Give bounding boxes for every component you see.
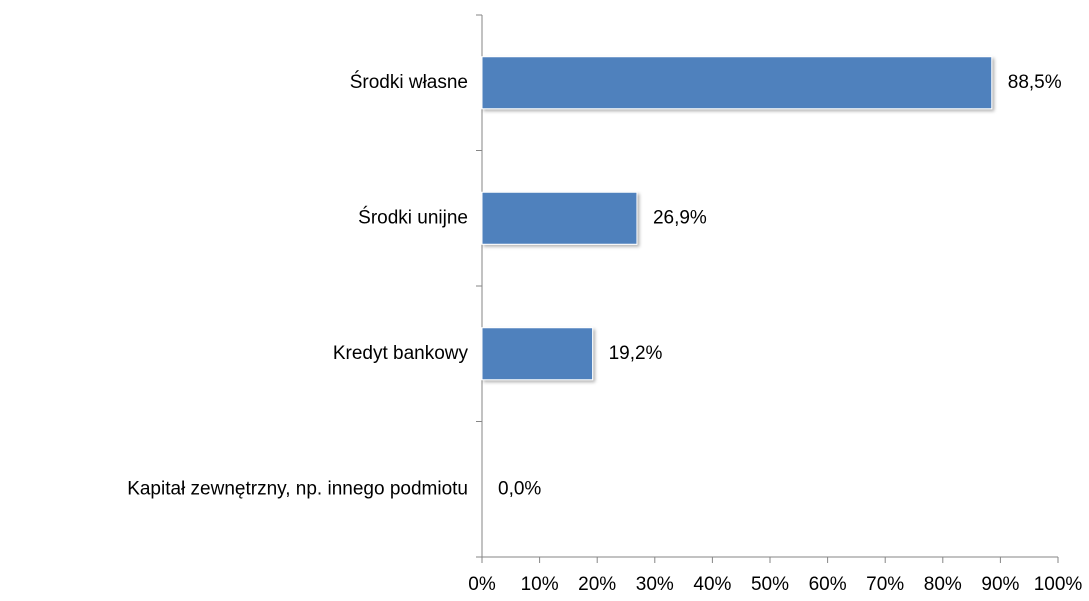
category-label: Środki unijne [358,206,468,228]
x-tick-label: 100% [1034,574,1083,595]
x-tick-label: 50% [751,574,789,595]
x-tick-label: 90% [981,574,1019,595]
bar [481,56,993,110]
x-tick-label: 60% [809,574,847,595]
value-label: 26,9% [653,207,707,228]
x-tick-label: 0% [468,574,496,595]
bar [481,327,594,381]
category-label: Kredyt bankowy [333,343,469,364]
x-tick-label: 30% [636,574,674,595]
x-tick-label: 10% [521,574,559,595]
x-tick-label: 70% [866,574,904,595]
category-label: Środki własne [350,71,468,93]
x-tick-label: 40% [693,574,731,595]
x-tick-label: 80% [924,574,962,595]
category-label: Kapitał zewnętrzny, np. innego podmiotu [127,478,468,499]
value-label: 0,0% [498,478,541,499]
value-label: 88,5% [1008,72,1062,93]
value-label: 19,2% [609,343,663,364]
x-tick-label: 20% [578,574,616,595]
bar [481,191,638,245]
